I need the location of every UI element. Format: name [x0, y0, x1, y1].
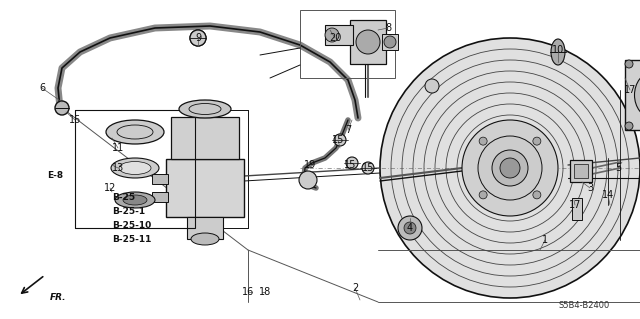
Text: 4: 4	[407, 223, 413, 233]
Circle shape	[625, 60, 633, 68]
Circle shape	[462, 120, 558, 216]
Text: 11: 11	[112, 143, 124, 153]
Ellipse shape	[106, 120, 164, 144]
Circle shape	[346, 157, 358, 169]
Text: 10: 10	[552, 45, 564, 55]
Text: 1: 1	[542, 235, 548, 245]
Bar	[166, 159, 244, 217]
Bar	[152, 174, 168, 184]
Bar	[570, 160, 592, 182]
Bar	[300, 10, 395, 78]
Text: 15: 15	[332, 135, 344, 145]
Text: 19: 19	[304, 160, 316, 170]
Circle shape	[380, 38, 640, 298]
Text: B-25-1: B-25-1	[112, 207, 145, 217]
Text: FR.: FR.	[50, 293, 67, 302]
Text: B-25-11: B-25-11	[112, 235, 152, 244]
Bar	[171, 117, 239, 159]
Circle shape	[398, 216, 422, 240]
Circle shape	[362, 162, 374, 174]
Text: 15: 15	[344, 160, 356, 170]
Text: B-25-10: B-25-10	[112, 221, 151, 231]
Circle shape	[492, 150, 528, 186]
Circle shape	[190, 30, 206, 46]
Bar	[574, 164, 588, 178]
Ellipse shape	[551, 39, 565, 65]
Circle shape	[478, 136, 542, 200]
Text: 18: 18	[259, 287, 271, 297]
Circle shape	[533, 137, 541, 145]
Bar	[152, 192, 168, 202]
Circle shape	[55, 101, 69, 115]
Text: 5: 5	[615, 163, 621, 173]
Ellipse shape	[123, 195, 147, 205]
Text: E-8: E-8	[47, 170, 63, 180]
Ellipse shape	[119, 161, 151, 174]
Circle shape	[479, 137, 487, 145]
Circle shape	[384, 36, 396, 48]
Ellipse shape	[115, 192, 155, 208]
Text: 8: 8	[385, 23, 391, 33]
Circle shape	[479, 191, 487, 199]
Circle shape	[533, 191, 541, 199]
Bar	[187, 217, 223, 239]
Text: 15: 15	[362, 163, 374, 173]
Text: 17: 17	[624, 85, 636, 95]
Circle shape	[500, 158, 520, 178]
Circle shape	[625, 122, 633, 130]
Bar	[572, 198, 582, 220]
Text: 17: 17	[569, 200, 581, 210]
Text: 13: 13	[112, 163, 124, 173]
Ellipse shape	[179, 100, 231, 118]
Text: B-25: B-25	[112, 194, 135, 203]
Circle shape	[325, 28, 339, 42]
Text: 12: 12	[104, 183, 116, 193]
Bar	[350, 20, 386, 64]
Bar	[75, 110, 195, 228]
Ellipse shape	[191, 233, 219, 245]
Text: 2: 2	[352, 283, 358, 293]
Text: 14: 14	[602, 190, 614, 200]
Circle shape	[425, 79, 439, 93]
Text: 7: 7	[345, 125, 351, 135]
Text: 20: 20	[329, 33, 341, 43]
Circle shape	[190, 30, 206, 46]
Ellipse shape	[634, 72, 640, 117]
Text: 9: 9	[195, 33, 201, 43]
Circle shape	[356, 30, 380, 54]
Circle shape	[404, 222, 416, 234]
Text: 15: 15	[69, 115, 81, 125]
Text: 6: 6	[39, 83, 45, 93]
Bar	[625, 60, 640, 130]
Text: S5B4-B2400: S5B4-B2400	[559, 300, 610, 309]
Bar	[325, 25, 353, 45]
Ellipse shape	[111, 158, 159, 178]
Circle shape	[299, 171, 317, 189]
Bar	[382, 34, 398, 50]
Text: 3: 3	[587, 183, 593, 193]
Text: 16: 16	[242, 287, 254, 297]
Circle shape	[334, 134, 346, 146]
